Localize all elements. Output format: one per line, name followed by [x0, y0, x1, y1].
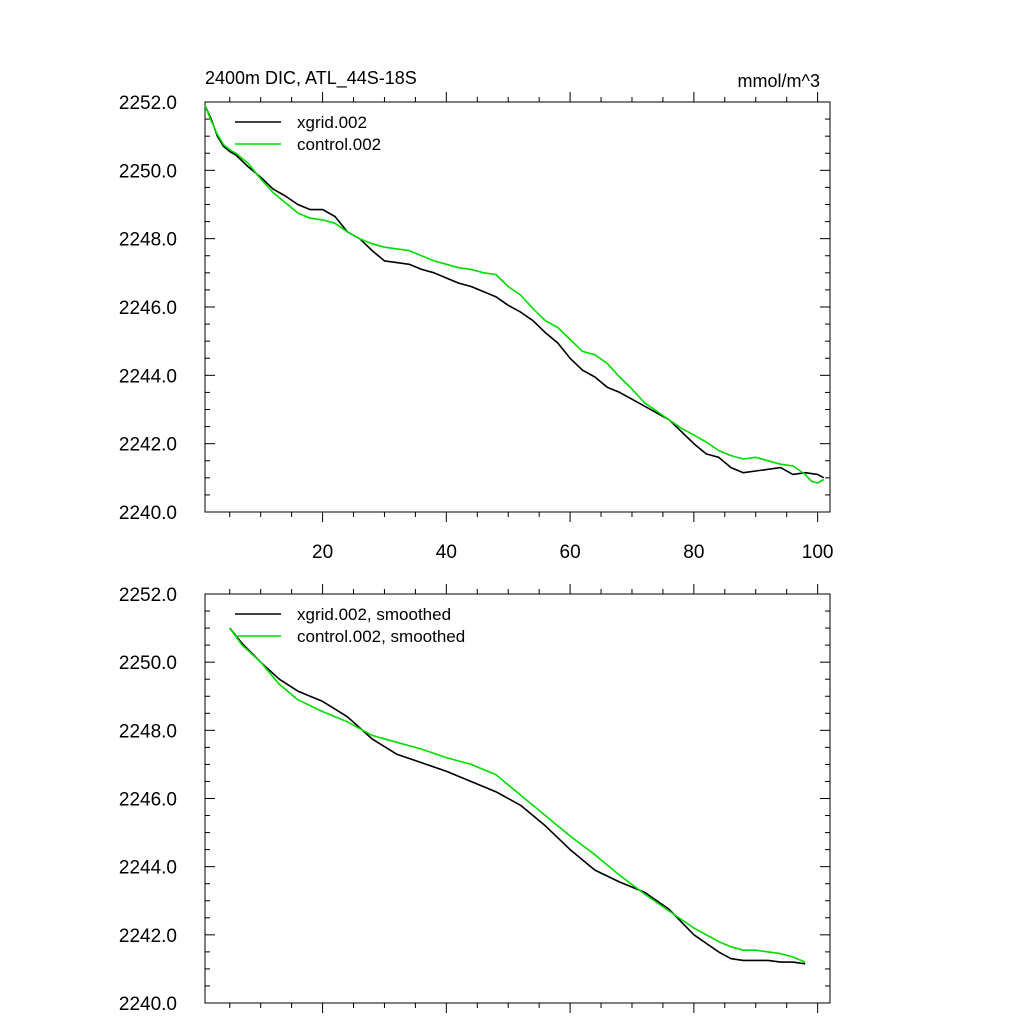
y-tick-label: 2244.0 — [119, 858, 177, 879]
x-tick-label: 100 — [802, 542, 834, 563]
y-tick-label: 2248.0 — [119, 230, 177, 251]
y-tick-label: 2242.0 — [119, 435, 177, 456]
y-tick-label: 2246.0 — [119, 790, 177, 811]
legend-label-1: xgrid.002, smoothed — [297, 605, 451, 624]
x-tick-label: 40 — [436, 542, 457, 563]
y-tick-label: 2244.0 — [119, 366, 177, 387]
y-tick-label: 2246.0 — [119, 298, 177, 319]
y-tick-label: 2252.0 — [119, 93, 177, 114]
x-tick-label: 20 — [312, 542, 333, 563]
plot-frame-1 — [204, 101, 831, 513]
legend-label-1: xgrid.002 — [297, 113, 367, 132]
y-tick-label: 2248.0 — [119, 721, 177, 742]
chart-title: 2400m DIC, ATL_44S-18S — [205, 68, 417, 89]
y-tick-label: 2242.0 — [119, 926, 177, 947]
y-tick-label: 2250.0 — [119, 161, 177, 182]
x-tick-label: 60 — [560, 542, 581, 563]
x-tick-label: 80 — [683, 542, 704, 563]
series-line-1 — [229, 627, 806, 965]
series-line-2 — [229, 627, 806, 963]
y-tick-label: 2250.0 — [119, 653, 177, 674]
series-line-1 — [204, 105, 825, 479]
series-line-2 — [204, 105, 825, 484]
units-label: mmol/m^3 — [738, 71, 820, 91]
y-tick-label: 2240.0 — [119, 994, 177, 1015]
legend-label-2: control.002, smoothed — [297, 627, 465, 646]
plot-frame-2 — [204, 593, 831, 1004]
y-tick-label: 2240.0 — [119, 503, 177, 524]
legend-label-2: control.002 — [297, 135, 381, 154]
y-tick-label: 2252.0 — [119, 585, 177, 606]
